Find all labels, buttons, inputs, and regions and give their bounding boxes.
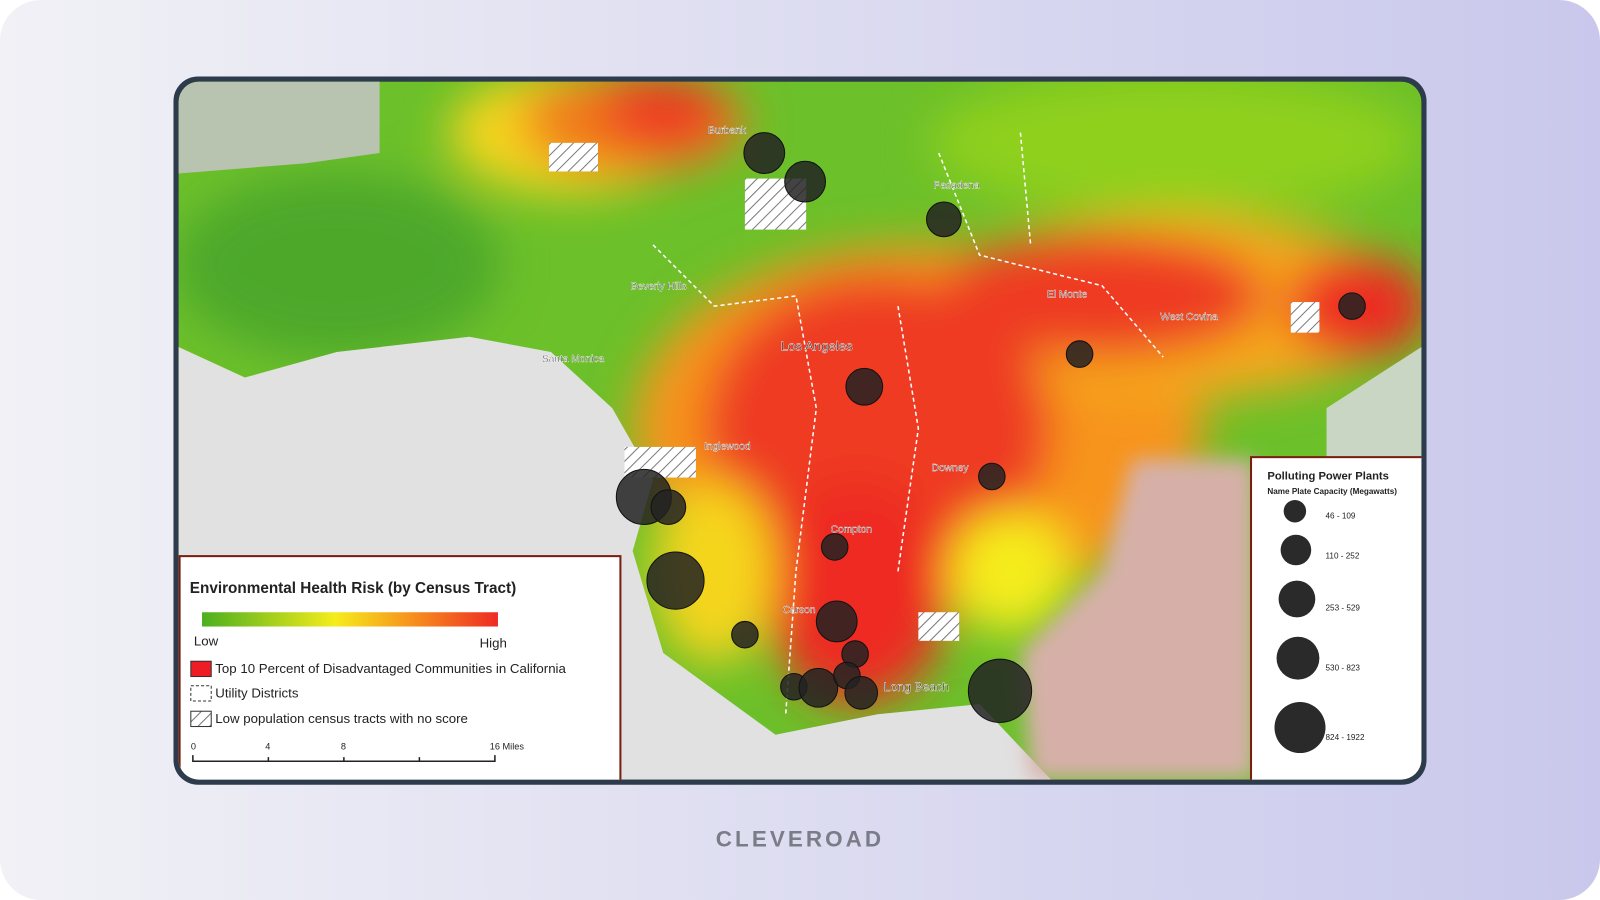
scale-bar xyxy=(192,755,496,762)
place-label: Burbank xyxy=(708,125,747,136)
legend-item: Utility Districts xyxy=(215,685,299,700)
size-class: 530 - 823 xyxy=(1326,664,1361,673)
size-class: 46 - 109 xyxy=(1326,511,1356,520)
legend-title: Environmental Health Risk (by Census Tra… xyxy=(190,580,516,597)
place-label: Inglewood xyxy=(704,442,751,453)
no-score-tract xyxy=(918,612,960,641)
size-class: 110 - 252 xyxy=(1326,551,1360,560)
no-score-tract xyxy=(1290,302,1320,333)
legend-title: Polluting Power Plants xyxy=(1267,470,1389,482)
place-label: El Monte xyxy=(1047,290,1088,301)
size-symbols xyxy=(1274,500,1326,754)
place-label: West Covina xyxy=(1160,312,1218,323)
legend-subtitle: Name Plate Capacity (Megawatts) xyxy=(1267,487,1397,496)
place-label: Beverly Hills xyxy=(631,281,687,292)
legend-box xyxy=(178,555,622,780)
legend-low: Low xyxy=(194,633,219,648)
size-class: 253 - 529 xyxy=(1326,603,1361,612)
place-label: Carson xyxy=(783,605,816,616)
place-label: Pasadena xyxy=(934,180,980,191)
legend-swatch xyxy=(190,660,212,678)
risk-legend: Environmental Health Risk (by Census Tra… xyxy=(178,555,622,780)
scale-label: 4 xyxy=(265,741,270,751)
risk-gradient xyxy=(202,612,498,627)
place-label: Los Angeles xyxy=(781,338,854,353)
size-class: 824 - 1922 xyxy=(1326,733,1365,742)
map: Burbank Pasadena Beverly Hills El Monte West… xyxy=(178,81,1422,780)
inland-area xyxy=(178,81,380,174)
brand: CLEVEROAD xyxy=(716,827,884,852)
legend-item: Low population census tracts with no sco… xyxy=(215,711,468,726)
place-label: Santa Monica xyxy=(542,354,605,365)
legend-swatch xyxy=(190,710,212,728)
legend-high: High xyxy=(480,635,507,650)
utility-district-boundary xyxy=(652,132,1164,715)
no-score-tract xyxy=(548,142,598,172)
place-label: Long Beach xyxy=(884,680,950,694)
legend-item: Top 10 Percent of Disadvantaged Communit… xyxy=(215,661,566,676)
scale-label: 16 Miles xyxy=(490,741,525,751)
neighbor-county xyxy=(1020,459,1256,780)
place-label: Downey xyxy=(932,463,970,474)
inland-area xyxy=(1326,346,1422,460)
scale-label: 0 xyxy=(191,741,196,751)
scale-label: 8 xyxy=(341,741,346,751)
plants-legend: Polluting Power Plants Name Plate Capaci… xyxy=(1250,456,1422,780)
place-labels: Burbank Pasadena Beverly Hills El Monte West… xyxy=(542,125,1219,694)
power-plants xyxy=(615,132,1366,723)
place-label: Compton xyxy=(831,524,872,535)
legend-swatch xyxy=(190,685,212,702)
